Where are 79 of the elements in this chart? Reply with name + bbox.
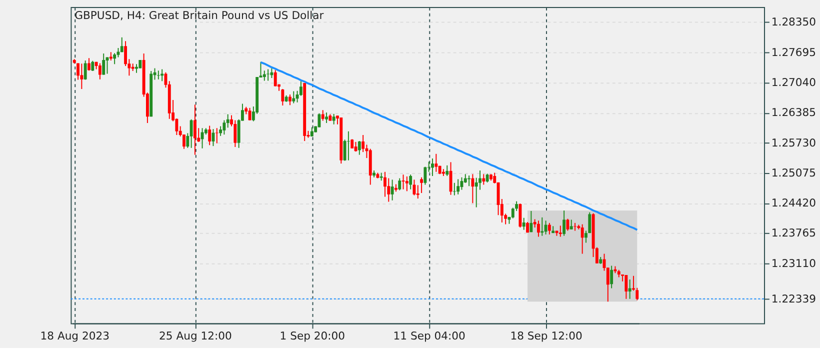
candlestick [102,53,106,76]
candlestick [482,174,486,186]
candlestick [98,62,102,80]
candlestick [274,70,277,87]
y-tick-label: 1.25730 [771,136,816,150]
candlestick [270,68,274,78]
candlestick [156,70,160,80]
candlestick [106,56,109,74]
candlestick [321,110,324,122]
x-tick-label: 25 Aug 12:00 [159,329,232,342]
x-tick-label: 1 Sep 20:00 [280,329,346,342]
candlestick [325,112,328,124]
candlestick [281,88,284,106]
candlestick [446,164,449,176]
candlestick [409,174,412,190]
y-tick-label: 1.27040 [771,76,816,89]
candlestick [208,125,212,146]
candlestick [402,174,405,190]
candlestick [266,68,270,82]
candlestick [398,178,402,191]
candlestick [471,174,474,204]
candlestick [558,225,562,238]
x-tick-label: 18 Aug 2023 [40,329,110,342]
candlestick [522,217,526,230]
candlestick [193,104,196,156]
candlestick [566,218,570,232]
candlestick [346,130,350,161]
candlestick [332,113,336,125]
x-tick-label: 18 Sep 12:00 [510,329,582,342]
candlestick [537,220,540,238]
candlestick [80,63,84,90]
candlestick [190,118,193,148]
candlestick [262,70,266,82]
chart-title: GBPUSD, H4: Great Britain Pound vs US Dollar [74,8,324,22]
candlestick [91,60,94,72]
candlestick [116,48,120,58]
candlestick [358,140,361,156]
y-tick-label: 1.22339 [771,292,816,306]
candlestick [310,126,314,137]
y-tick-label: 1.28350 [771,16,816,29]
candlestick [350,138,354,149]
y-tick-label: 1.24420 [771,196,816,210]
candlestick [530,210,533,233]
candlestick [420,176,424,194]
candlestick [574,222,576,232]
candlestick [544,220,548,235]
candlestick [222,120,226,136]
candlestick [292,90,296,104]
x-tick-label: 11 Sep 04:00 [393,329,466,342]
y-tick-label: 1.23110 [771,256,816,270]
y-tick-label: 1.27695 [771,46,816,59]
candlestick [548,222,551,235]
candlestick [288,94,292,106]
candlestick [628,279,632,300]
y-tick-label: 1.25075 [771,166,816,180]
candlestick [120,36,124,53]
candlestick [624,274,628,300]
candlestick [88,58,90,72]
candlestick [226,114,230,128]
y-tick-label: 1.23765 [771,226,816,240]
candlestick [215,128,218,144]
candlestick [580,224,584,254]
candlestick [562,210,566,236]
candlestick [405,176,408,192]
candlestick [416,184,420,200]
candlestick [248,107,252,121]
y-tick-label: 1.26385 [771,106,816,120]
candlestick [452,182,456,196]
candlestick [431,158,434,176]
candlestick [570,219,573,230]
candlestick [540,216,544,236]
candlestick [434,153,438,172]
candlestick [610,265,614,289]
candlestick [84,60,87,80]
candlestick [390,179,394,201]
candlestick [456,178,460,195]
candlestick [424,166,427,186]
line-series [260,61,638,231]
candlestick [518,203,522,228]
